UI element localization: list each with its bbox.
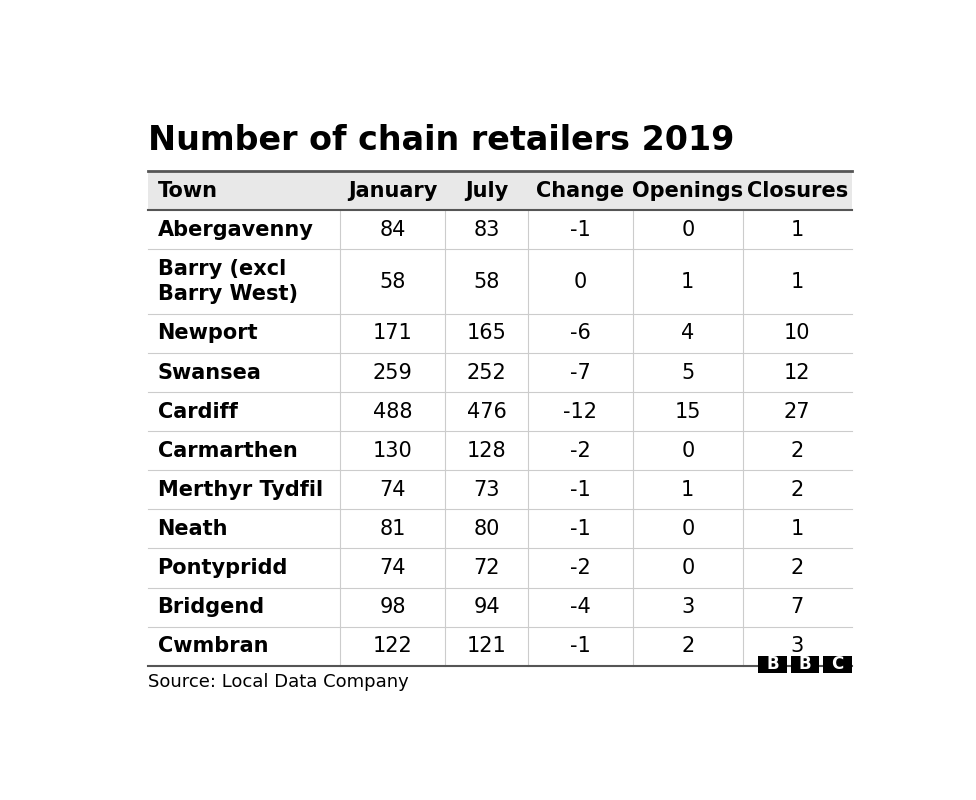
Text: 12: 12 (784, 362, 810, 382)
Bar (148, 470, 852, 510)
Text: Barry (excl
Barry West): Barry (excl Barry West) (157, 259, 298, 304)
Text: 27: 27 (784, 402, 810, 422)
Text: 2: 2 (791, 441, 804, 461)
Text: 130: 130 (373, 441, 413, 461)
Text: 98: 98 (380, 597, 406, 617)
Bar (791, 656, 820, 673)
Text: -4: -4 (570, 597, 590, 617)
Text: Source: Local Data Company: Source: Local Data Company (148, 673, 409, 691)
Text: 121: 121 (467, 636, 507, 656)
Text: 2: 2 (791, 558, 804, 578)
Text: 165: 165 (467, 323, 507, 343)
Text: 488: 488 (373, 402, 413, 422)
Text: Newport: Newport (157, 323, 259, 343)
Bar (148, 314, 852, 353)
Text: Swansea: Swansea (157, 362, 262, 382)
Text: -2: -2 (570, 441, 590, 461)
Text: 74: 74 (380, 480, 406, 500)
Text: -12: -12 (563, 402, 597, 422)
Text: C: C (832, 655, 843, 673)
Text: Neath: Neath (157, 519, 228, 539)
Text: 122: 122 (373, 636, 413, 656)
Text: -2: -2 (570, 558, 590, 578)
Text: Openings: Openings (632, 181, 744, 201)
Text: Town: Town (157, 181, 218, 201)
Text: 83: 83 (473, 220, 500, 240)
Text: 58: 58 (380, 272, 406, 292)
Text: 84: 84 (380, 220, 406, 240)
Text: Bridgend: Bridgend (157, 597, 264, 617)
Text: 1: 1 (681, 272, 694, 292)
Text: 2: 2 (791, 480, 804, 500)
Text: Carmarthen: Carmarthen (157, 441, 298, 461)
Text: Number of chain retailers 2019: Number of chain retailers 2019 (148, 124, 735, 157)
Text: 259: 259 (373, 362, 413, 382)
Text: 1: 1 (791, 220, 804, 240)
Text: July: July (465, 181, 508, 201)
Text: -1: -1 (570, 519, 590, 539)
Bar (758, 656, 787, 673)
Text: 476: 476 (467, 402, 507, 422)
Text: 81: 81 (380, 519, 406, 539)
Text: 3: 3 (791, 636, 804, 656)
Bar (148, 626, 852, 666)
Text: 5: 5 (681, 362, 694, 382)
Text: 1: 1 (681, 480, 694, 500)
Text: Merthyr Tydfil: Merthyr Tydfil (157, 480, 323, 500)
Text: -1: -1 (570, 636, 590, 656)
Text: 80: 80 (473, 519, 500, 539)
Bar (148, 353, 852, 392)
Text: 73: 73 (473, 480, 500, 500)
Text: 2: 2 (681, 636, 694, 656)
Text: 74: 74 (380, 558, 406, 578)
Text: 171: 171 (373, 323, 413, 343)
Text: 3: 3 (681, 597, 694, 617)
Text: Closures: Closures (747, 181, 848, 201)
Text: 4: 4 (681, 323, 694, 343)
Bar (148, 431, 852, 470)
Text: 0: 0 (681, 558, 694, 578)
Text: January: January (348, 181, 437, 201)
Bar (148, 549, 852, 587)
Text: 94: 94 (473, 597, 500, 617)
Text: 58: 58 (473, 272, 500, 292)
Bar (148, 587, 852, 626)
Text: -1: -1 (570, 480, 590, 500)
Text: -6: -6 (570, 323, 590, 343)
Bar (823, 656, 852, 673)
Text: 0: 0 (681, 519, 694, 539)
Text: B: B (798, 655, 811, 673)
Text: B: B (766, 655, 779, 673)
Text: Cardiff: Cardiff (157, 402, 237, 422)
Text: Cwmbran: Cwmbran (157, 636, 268, 656)
Bar (148, 510, 852, 549)
Bar (148, 392, 852, 431)
Text: 0: 0 (681, 441, 694, 461)
Text: Change: Change (536, 181, 625, 201)
Text: 0: 0 (681, 220, 694, 240)
Text: 1: 1 (791, 272, 804, 292)
Text: 128: 128 (467, 441, 507, 461)
Text: 0: 0 (574, 272, 587, 292)
Bar (148, 210, 852, 250)
Text: -7: -7 (570, 362, 590, 382)
Text: Abergavenny: Abergavenny (157, 220, 313, 240)
Text: 10: 10 (784, 323, 810, 343)
Text: 7: 7 (791, 597, 804, 617)
Text: 1: 1 (791, 519, 804, 539)
Text: 15: 15 (674, 402, 701, 422)
Text: Pontypridd: Pontypridd (157, 558, 288, 578)
Text: 252: 252 (467, 362, 507, 382)
Text: -1: -1 (570, 220, 590, 240)
Text: 72: 72 (473, 558, 500, 578)
